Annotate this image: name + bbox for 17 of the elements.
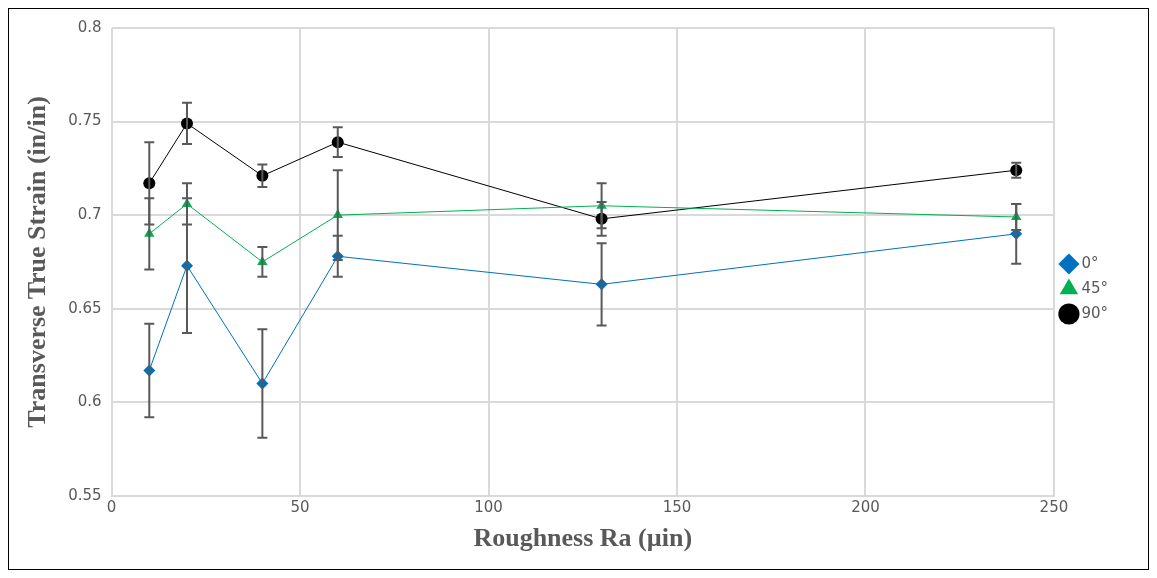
legend-label: 0° <box>1081 253 1099 272</box>
x-tick-label: 100 <box>474 497 503 516</box>
legend-label: 45° <box>1081 278 1109 297</box>
y-tick-label: 0.75 <box>68 111 102 130</box>
y-axis-title: Transverse True Strain (in/in) <box>22 96 52 428</box>
x-axis-title: Roughness Ra (µin) <box>473 523 693 553</box>
x-tick-label: 250 <box>1039 497 1069 516</box>
y-tick-label: 0.55 <box>68 485 102 504</box>
y-tick-label: 0.6 <box>77 392 102 411</box>
x-tick-label: 0 <box>106 497 117 516</box>
x-tick-label: 150 <box>662 497 692 516</box>
y-tick-label: 0.65 <box>68 298 102 317</box>
x-tick-label: 200 <box>851 497 880 516</box>
y-tick-label: 0.7 <box>77 205 102 224</box>
y-tick-label: 0.8 <box>77 17 102 36</box>
x-tick-label: 50 <box>290 497 310 516</box>
legend-label: 90° <box>1081 303 1109 322</box>
